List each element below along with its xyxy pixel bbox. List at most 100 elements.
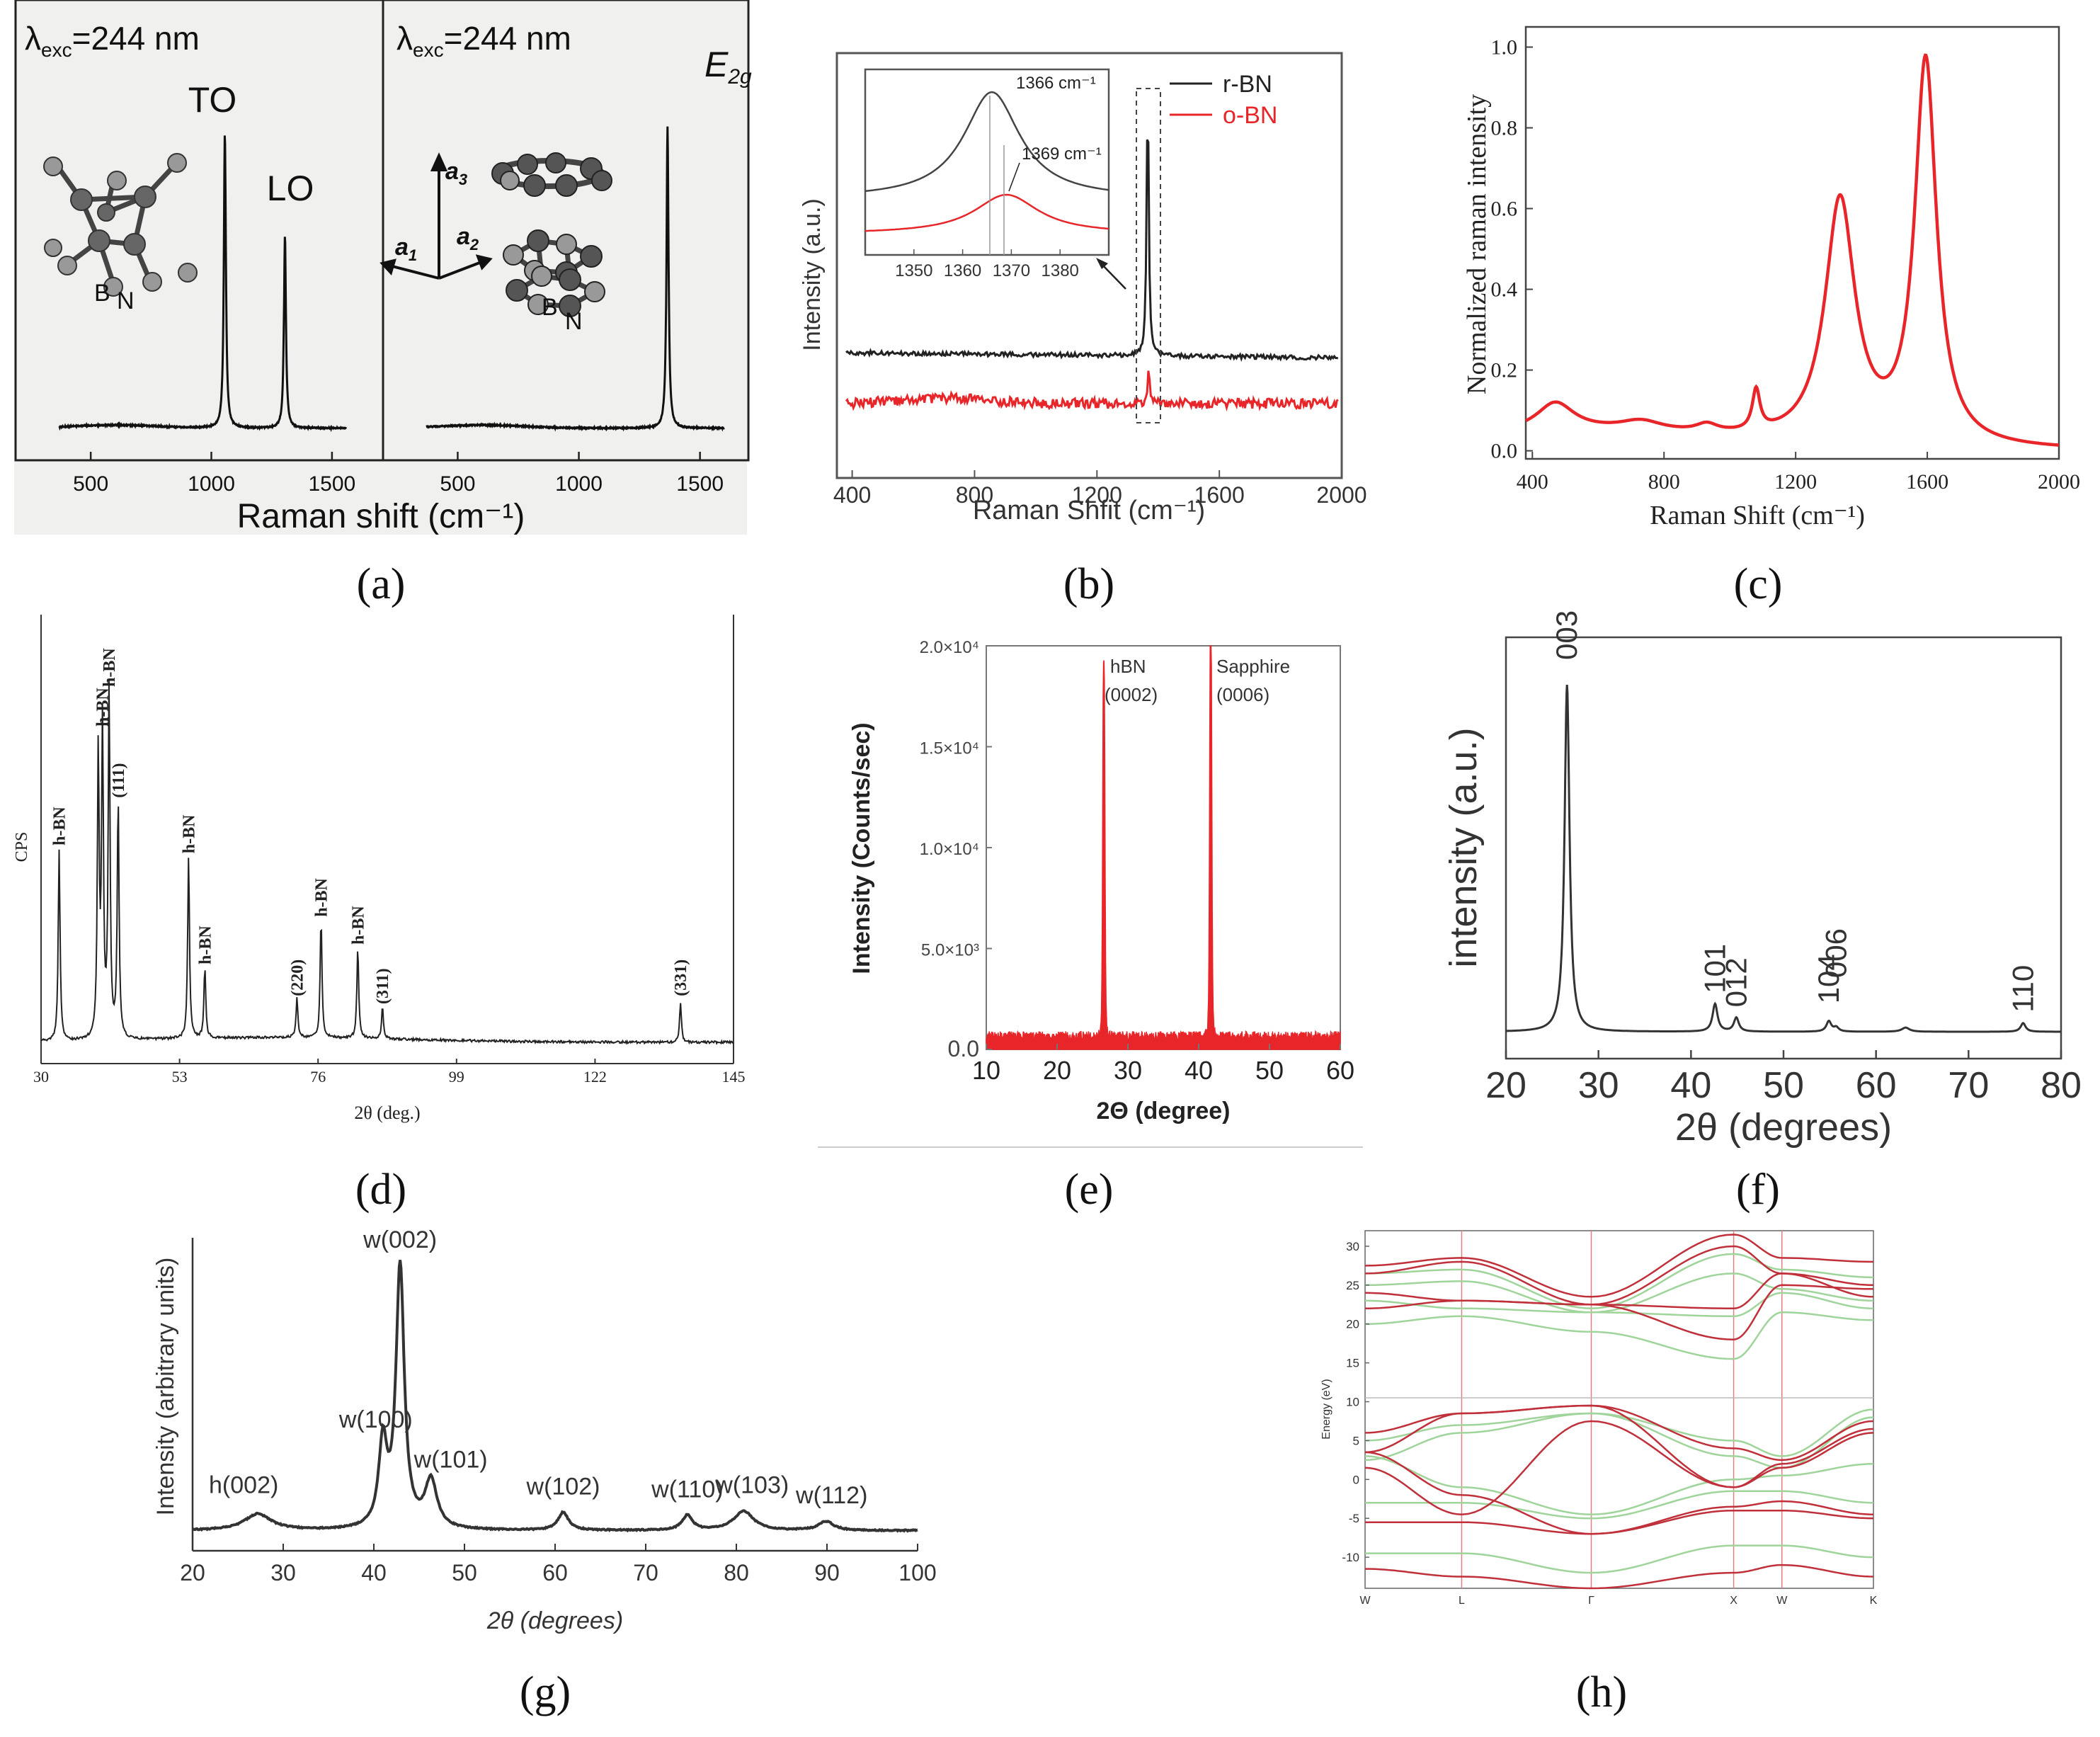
panel-d-peak-label: h-BN <box>51 807 69 845</box>
panel-f-peak-label: 003 <box>1550 610 1583 660</box>
panel-h-y-tick-label: 10 <box>1346 1396 1359 1409</box>
panel-e-y-tick-label: 2.0×10⁴ <box>920 638 979 657</box>
panel-f-tick-label: 40 <box>1670 1065 1711 1106</box>
panel-label-h: (h) <box>1576 1668 1627 1716</box>
panel-f-tick-label: 60 <box>1856 1065 1897 1106</box>
panel-h-y-tick-label: 30 <box>1346 1240 1359 1253</box>
panel-e-x-tick-label: 50 <box>1255 1056 1284 1085</box>
panel-b-inset-tick-label: 1380 <box>1042 261 1079 280</box>
panel-a-tick-label: 500 <box>73 472 108 496</box>
panel-g-peak-label: w(102) <box>526 1473 600 1500</box>
panel-h-y-tick-label: 20 <box>1346 1318 1359 1331</box>
panel-h-kpoint-label: K <box>1870 1595 1878 1607</box>
panel-h-chart: W L Γ X W K -10 -5 0 5 10 15 20 25 30 Energy (eV) <box>1320 1230 1878 1607</box>
panel-f-y-axis-label: intensity (a.u.) <box>1442 727 1485 967</box>
panel-e-x-tick-label: 10 <box>972 1056 1000 1085</box>
panel-h-kpoint-label: L <box>1459 1595 1465 1607</box>
legend-label-r-bn: r-BN <box>1223 71 1272 98</box>
panel-f-tick-label: 30 <box>1578 1065 1619 1106</box>
panel-h-band-green <box>1365 1272 1874 1314</box>
panel-g-tick-label: 80 <box>724 1560 749 1585</box>
panel-a-peak-label-e2g: E2g <box>704 45 752 89</box>
panel-g-peak-label: w(101) <box>413 1446 488 1473</box>
panel-b-chart: Intensity (a.u.) r-BN o-BN 1366 cm⁻¹ 136… <box>799 52 1367 525</box>
panel-c-y-tick-label: 0.2 <box>1491 359 1518 382</box>
panel-g-y-axis-label: Intensity (arbitrary units) <box>152 1258 179 1516</box>
panel-a-left-atom-label-n: N <box>117 287 135 314</box>
panel-g-tick-label: 70 <box>633 1560 658 1585</box>
panel-f-x-ticks: 20 30 40 50 60 70 80 <box>1485 1050 2082 1106</box>
panel-d-peak-label: h-BN <box>196 926 215 964</box>
panel-d-y-axis-label: CPS <box>13 832 31 862</box>
panel-c-y-tick-label: 0.6 <box>1491 198 1518 221</box>
panel-b-y-axis-label: Intensity (a.u.) <box>799 198 826 351</box>
panel-g-tick-label: 40 <box>361 1560 387 1585</box>
panel-e-x-tick-label: 30 <box>1114 1056 1142 1085</box>
panel-h-band-green <box>1365 1311 1874 1360</box>
panel-h-band-structure <box>1364 1234 1874 1590</box>
panel-e-y-axis-label: Intensity (Counts/sec) <box>848 722 875 974</box>
panel-b-inset-annotation-1369: 1369 cm⁻¹ <box>1022 144 1102 164</box>
panel-b-tick-label: 1200 <box>1072 482 1122 508</box>
panel-c-x-axis-label: Raman Shift (cm⁻¹) <box>1650 501 1865 530</box>
panel-h-band-red <box>1364 1404 1874 1462</box>
panel-c-x-tick-label: 400 <box>1517 470 1548 494</box>
panel-b-inset-tick-label: 1360 <box>944 261 981 280</box>
panel-h-y-tick-label: 5 <box>1353 1434 1359 1447</box>
panel-e-y-tick-label: 5.0×10³ <box>921 941 979 960</box>
hexagonal-bn-structure-illustration <box>491 152 612 317</box>
panel-a-background <box>14 0 747 535</box>
panel-h-band-red <box>1364 1404 1874 1488</box>
panel-d-tick-label: 145 <box>722 1068 746 1086</box>
panel-h-kpoint-label: W <box>1776 1595 1788 1607</box>
panel-e-x-axis-label: 2Θ (degree) <box>1097 1098 1231 1124</box>
panel-b-inset-curve-r-bn <box>864 91 1109 193</box>
panel-f-tick-label: 20 <box>1485 1065 1527 1106</box>
panel-d-x-ticks: 30 53 76 99 122 145 <box>33 1059 746 1086</box>
panel-a-peak-label-lo: LO <box>267 169 314 208</box>
panel-b-inset-frame <box>864 68 1110 256</box>
panel-f-tick-label: 50 <box>1763 1065 1804 1106</box>
panel-f-frame <box>1505 636 2062 1060</box>
panel-f-peak-label: 110 <box>2006 965 2039 1013</box>
panel-c-ticks: 400 800 1200 1600 2000 0.0 0.2 0.4 0.6 0.8 1.0 <box>1491 36 2081 494</box>
panel-g-peak-label: w(002) <box>363 1226 437 1253</box>
panel-h-band-green <box>1364 1412 1874 1469</box>
panel-h-band-green <box>1364 1292 1874 1318</box>
panel-b-tick-label: 2000 <box>1316 482 1366 508</box>
panel-c-x-tick-label: 1600 <box>1906 470 1948 494</box>
panel-b-tick-label: 400 <box>833 482 871 508</box>
cubic-bn-atoms <box>43 153 198 297</box>
panel-d-peak-labels: h-BNh-BNh-BN(111)h-BNh-BN(220)h-BNh-BN(3… <box>51 648 691 1004</box>
panel-e-x-tick-label: 60 <box>1326 1056 1354 1085</box>
panel-b-inset-pointer-head <box>1096 258 1108 269</box>
panel-a-right-atom-label-b: B <box>542 294 558 321</box>
panel-g-tick-label: 30 <box>270 1560 296 1585</box>
panel-a-chart: λexc=244 nm λexc=244 nm TO LO E2g B N <box>14 0 752 535</box>
panel-h-band-red <box>1365 1509 1874 1535</box>
panel-e-pattern <box>986 645 1341 1050</box>
panel-e-y-tick-label: 0.0 <box>948 1036 979 1061</box>
panel-g-peak-label: w(112) <box>795 1482 867 1509</box>
panel-g-tick-label: 50 <box>452 1560 477 1585</box>
panel-g-tick-label: 90 <box>814 1560 840 1585</box>
panel-d-chart: CPS h-BNh-BNh-BN(111)h-BNh-BN(220)h-BNh-… <box>13 615 746 1123</box>
panel-e-peak-label-hbn-name: hBN <box>1110 656 1146 677</box>
panel-a-right-atom-label-n: N <box>565 308 583 335</box>
panel-h-y-axis-label: Energy (eV) <box>1320 1379 1333 1439</box>
panel-g-x-ticks: 20 30 40 50 60 70 80 90 100 <box>180 1544 937 1585</box>
panel-d-peak-label: h-BN <box>349 906 367 945</box>
panel-a-left-atom-label-b: B <box>94 280 110 307</box>
panel-label-a: (a) <box>357 560 406 608</box>
panel-h-ticks: -10 -5 0 5 10 15 20 25 30 <box>1342 1240 1369 1564</box>
panel-b-inset-x-ticks: 1350 1360 1370 1380 <box>895 249 1079 280</box>
panel-e-frame <box>986 645 1341 1050</box>
panel-a-tick-label: 1000 <box>555 472 603 496</box>
panel-h-band-red <box>1364 1284 1873 1340</box>
panel-h-y-tick-label: 15 <box>1346 1357 1359 1370</box>
panel-c-spectrum <box>1525 53 2060 447</box>
panel-c-x-tick-label: 2000 <box>2038 470 2080 494</box>
panel-h-kpoint-label: Γ <box>1588 1595 1594 1607</box>
panel-e-y-tick-label: 1.0×10⁴ <box>920 840 979 859</box>
